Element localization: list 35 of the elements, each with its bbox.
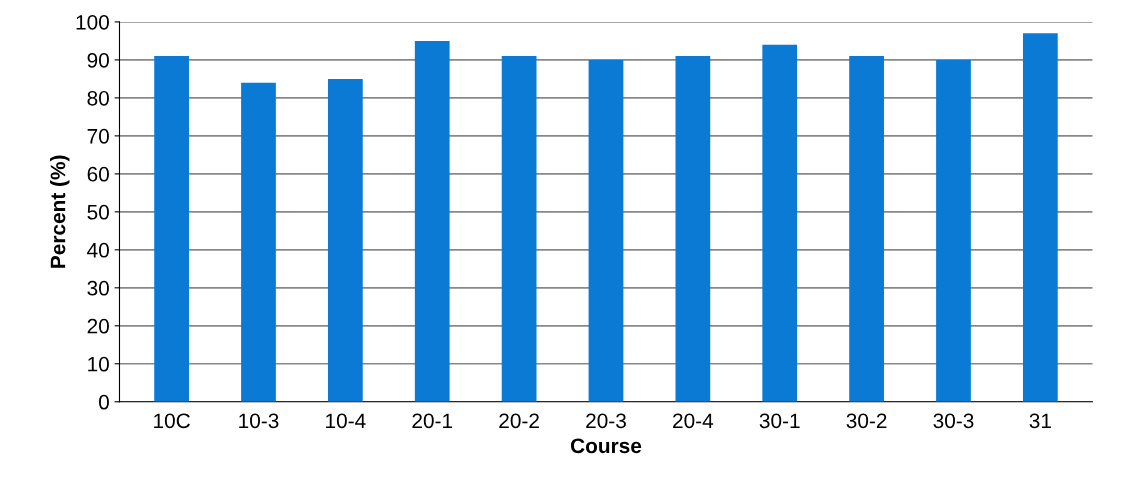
bar (675, 56, 711, 402)
bar (588, 59, 624, 402)
y-tick-label: 90 (87, 52, 109, 68)
y-tick-label: 80 (87, 90, 109, 106)
y-axis-title: Percent (%) (50, 155, 70, 268)
bar (241, 82, 276, 402)
x-tick-label: 20-1 (412, 413, 453, 429)
y-tick-label: 10 (88, 356, 109, 372)
bar (762, 44, 798, 402)
y-tick-label: 100 (76, 14, 109, 30)
x-tick-label: 20-4 (673, 413, 714, 429)
x-tick-label: 10-3 (239, 413, 279, 429)
bar (327, 78, 363, 402)
x-tick-label: 31 (1029, 413, 1051, 429)
y-tick-label: 20 (87, 318, 109, 334)
y-tick-label: 70 (87, 128, 109, 144)
y-tick-label: 50 (87, 204, 109, 220)
x-tick-label: 30-3 (933, 413, 974, 429)
bar (1022, 33, 1058, 402)
y-tick-label: 60 (87, 166, 109, 182)
x-tick-label: 10-4 (326, 413, 366, 429)
bar (849, 56, 884, 402)
x-axis-title: Course (570, 438, 642, 454)
bar (936, 59, 971, 402)
x-tick-label: 30-2 (846, 413, 887, 429)
y-tick-label: 30 (87, 280, 109, 296)
bar (414, 40, 450, 402)
x-tick-label: 30-1 (759, 413, 800, 429)
y-tick-label: 40 (87, 242, 109, 258)
bar (501, 56, 537, 402)
x-tick-label: 20-3 (586, 413, 626, 429)
y-tick-label: 0 (99, 394, 109, 410)
bar (154, 56, 189, 402)
x-tick-label: 10C (154, 413, 190, 429)
x-tick-label: 20-2 (499, 413, 539, 429)
